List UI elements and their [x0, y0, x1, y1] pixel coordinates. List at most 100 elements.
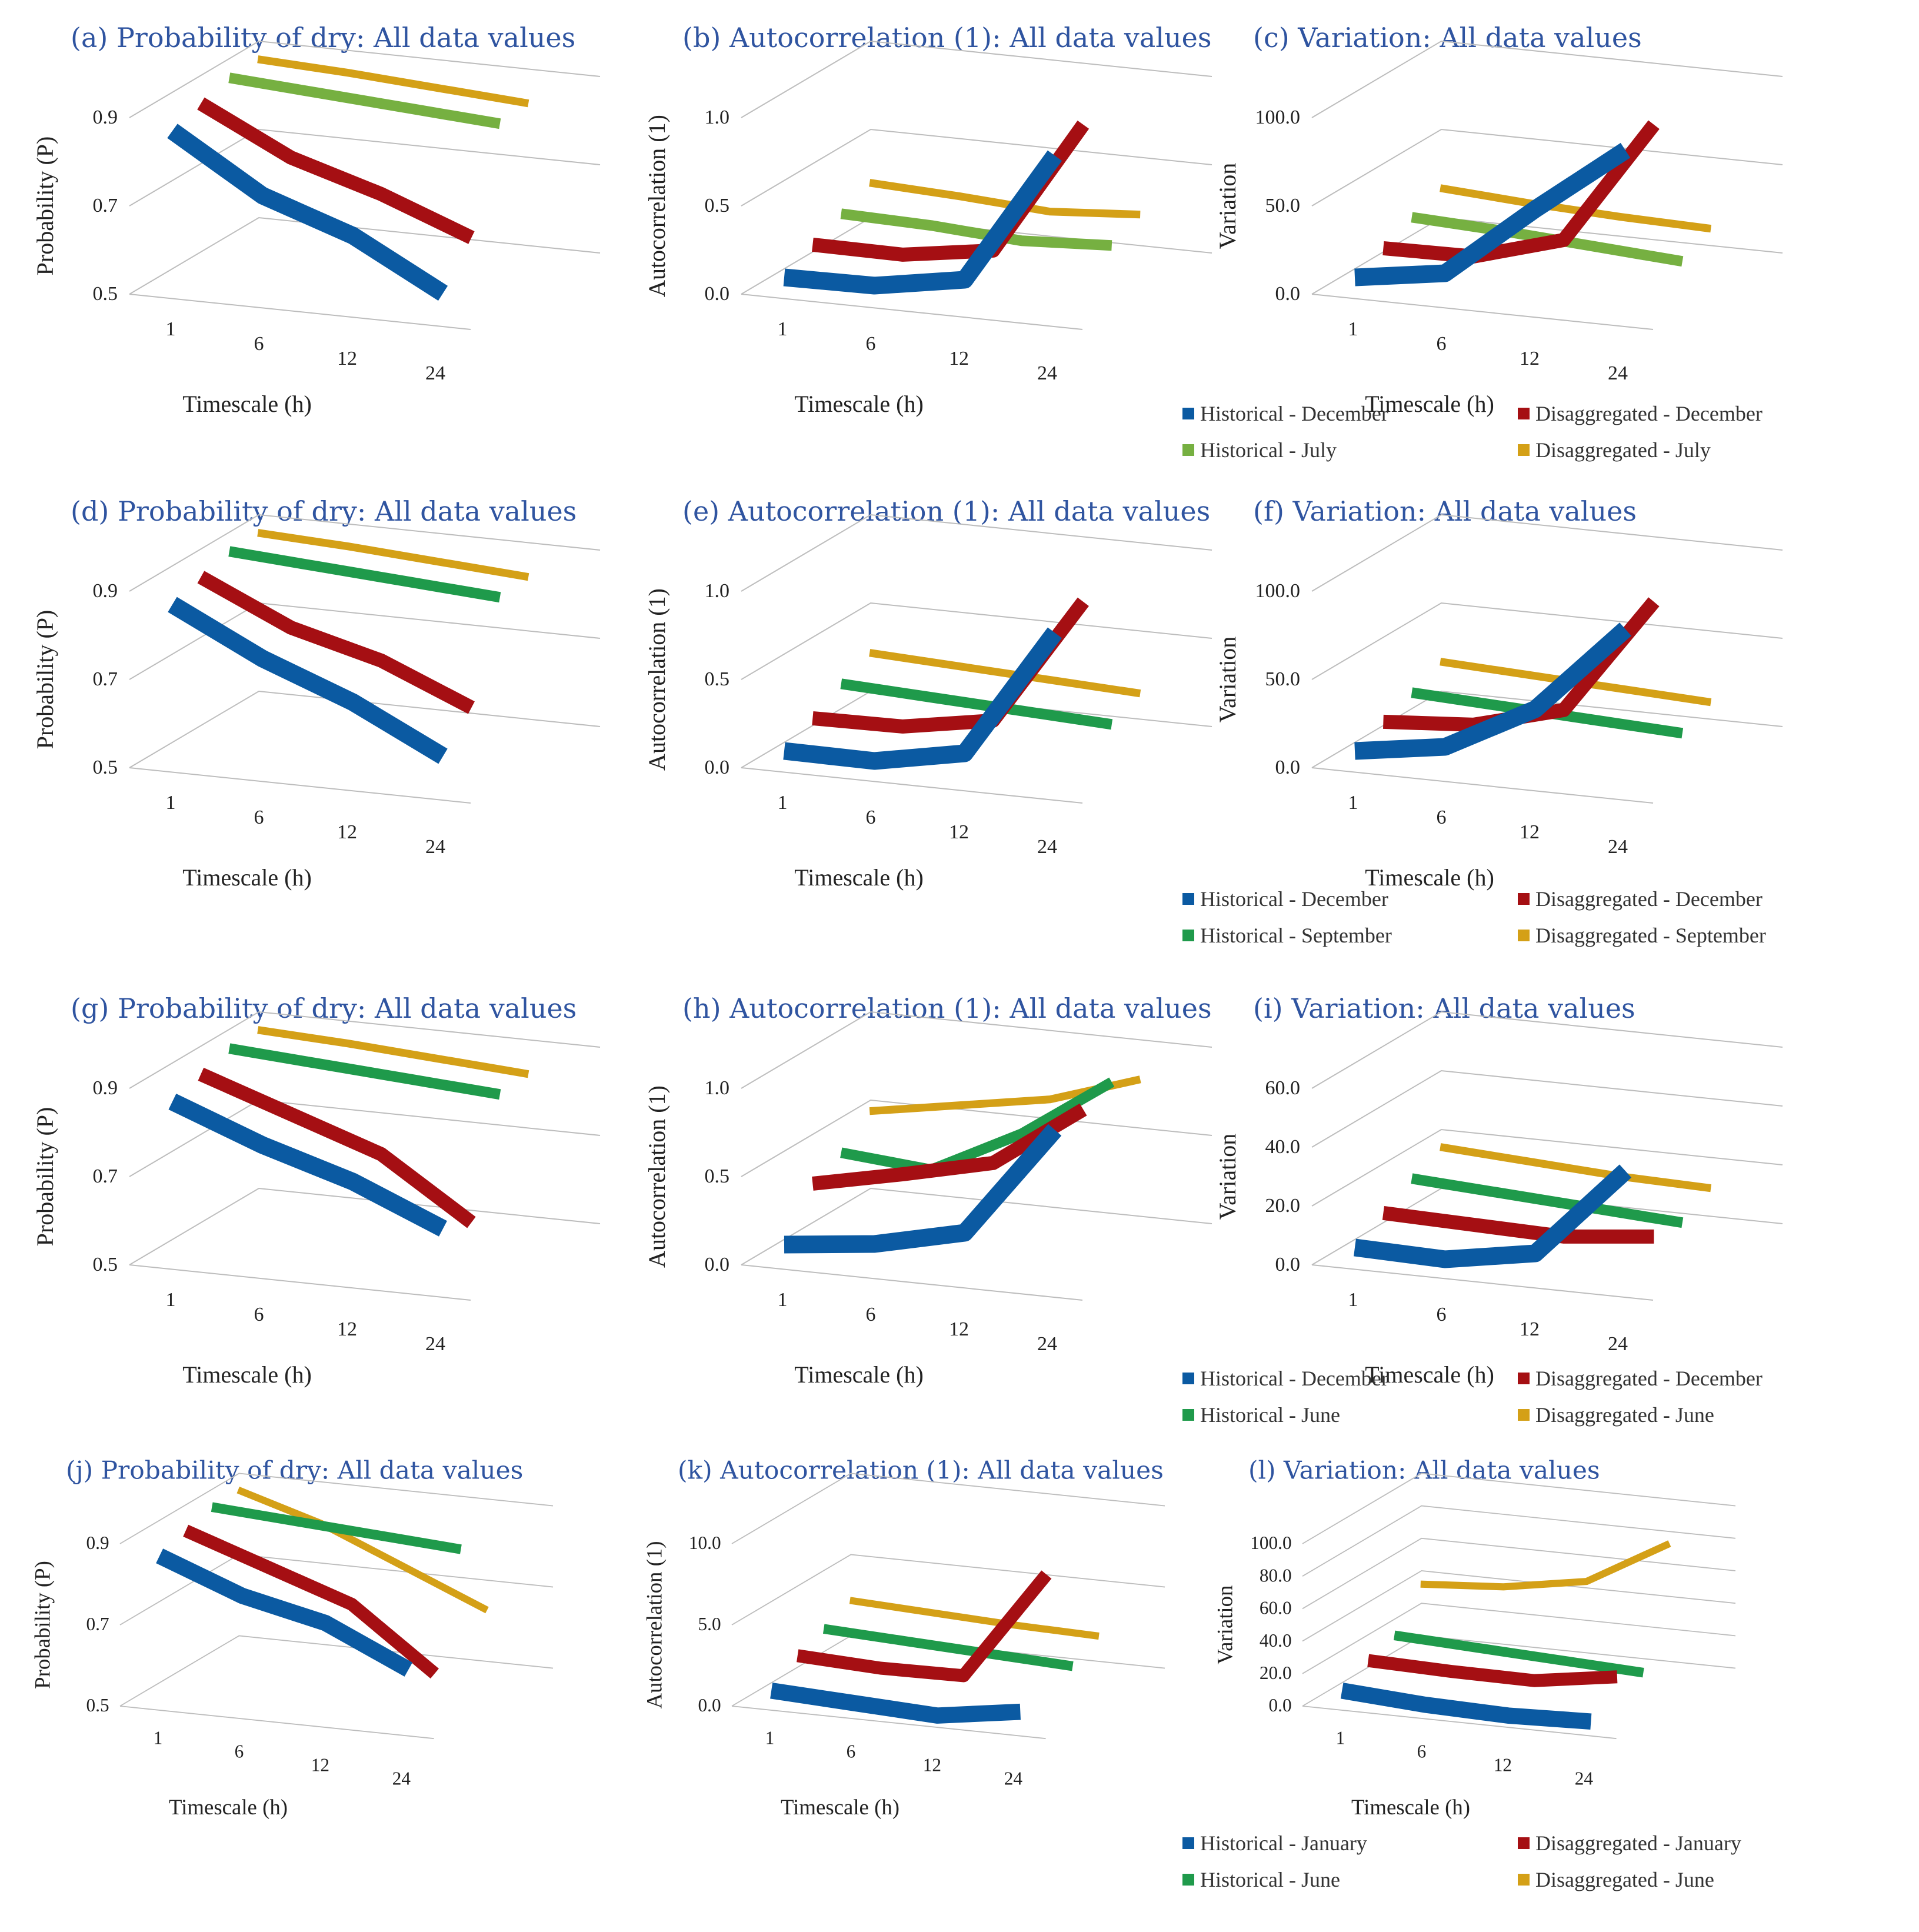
legend-label: Historical - January — [1200, 1831, 1367, 1855]
chart-j: (j) Probability of dry: All data values 0… — [30, 1456, 554, 1819]
x-tick-label: 6 — [866, 1304, 876, 1325]
legend-label: Historical - June — [1200, 1403, 1340, 1427]
x-tick-label: 1 — [778, 318, 788, 340]
x-tick-label: 1 — [154, 1727, 163, 1748]
gridline — [119, 1635, 554, 1707]
gridline — [1311, 40, 1783, 118]
series-line — [197, 97, 475, 244]
x-axis-label: Timescale (h) — [1365, 1361, 1494, 1388]
series-line — [1420, 1540, 1671, 1591]
gridline — [1311, 1011, 1783, 1089]
floor-edge — [1311, 1264, 1654, 1301]
x-axis-label: Timescale (h) — [182, 1361, 312, 1388]
gridline — [1302, 1473, 1736, 1544]
y-tick-label: 0.9 — [93, 106, 118, 128]
gridline — [1311, 128, 1783, 206]
series-line — [257, 55, 529, 108]
y-tick-label: 100.0 — [1255, 106, 1301, 128]
y-tick-label: 50.0 — [1265, 195, 1301, 216]
chart-title: (l) Variation: All data values — [1248, 1456, 1600, 1485]
x-tick-label: 6 — [1437, 1304, 1447, 1325]
x-tick-label: 12 — [1494, 1754, 1512, 1775]
x-tick-label: 12 — [337, 1318, 357, 1340]
y-axis-label: Probability (P) — [32, 610, 58, 750]
y-tick-label: 1.0 — [705, 580, 730, 602]
gridline — [741, 40, 1212, 118]
series-line — [783, 627, 1062, 770]
series-line — [1440, 1143, 1712, 1192]
y-tick-label: 0.0 — [1275, 1254, 1301, 1275]
x-tick-label: 12 — [1520, 348, 1540, 369]
y-tick-label: 1.0 — [705, 1077, 730, 1099]
y-tick-label: 0.0 — [1269, 1695, 1292, 1716]
x-tick-label: 12 — [949, 1318, 969, 1340]
x-tick-label: 12 — [1520, 821, 1540, 843]
series-line — [869, 649, 1141, 698]
x-tick-label: 12 — [337, 821, 357, 843]
series-line — [1440, 184, 1712, 233]
chart-a: (a) Probability of dry: All data values 0… — [32, 22, 601, 417]
x-axis-label: Timescale (h) — [794, 391, 924, 417]
x-tick-label: 1 — [778, 792, 788, 814]
x-tick-label: 6 — [254, 333, 264, 355]
x-tick-label: 24 — [1004, 1768, 1023, 1788]
x-tick-label: 6 — [1417, 1741, 1427, 1761]
x-tick-label: 6 — [866, 333, 876, 355]
y-tick-label: 100.0 — [1255, 580, 1301, 602]
chart-b: (b) Autocorrelation (1): All data values… — [644, 22, 1212, 417]
chart-l: (l) Variation: All data values 0.0 20.0 40.… — [1212, 1456, 1736, 1819]
y-tick-label: 80.0 — [1260, 1565, 1292, 1585]
series-line — [822, 1624, 1074, 1671]
chart-g: (g) Probability of dry: All data values 0… — [32, 992, 601, 1388]
legend-row-1: Historical - December Disaggregated - Dec… — [1182, 887, 1766, 947]
legend-label: Disaggregated - July — [1535, 438, 1711, 462]
y-tick-label: 20.0 — [1265, 1195, 1301, 1217]
gridline — [1302, 1505, 1736, 1577]
series-line — [228, 72, 501, 129]
y-tick-label: 0.5 — [705, 195, 730, 216]
chart-title: (a) Probability of dry: All data values — [71, 22, 575, 54]
x-tick-label: 1 — [1348, 1289, 1358, 1311]
x-tick-label: 1 — [1348, 792, 1358, 814]
y-tick-label: 0.5 — [705, 1165, 730, 1187]
legend-label: Historical - December — [1200, 887, 1388, 911]
gridline — [1311, 1128, 1783, 1207]
chart-title: (h) Autocorrelation (1): All data values — [682, 992, 1212, 1024]
floor-edge — [129, 767, 471, 804]
chart-title: (g) Probability of dry: All data values — [71, 992, 577, 1024]
series-line — [869, 179, 1141, 219]
series-line — [168, 1093, 447, 1237]
x-tick-label: 24 — [1608, 1333, 1628, 1355]
series-line — [236, 1487, 489, 1614]
chart-d: (d) Probability of dry: All data values 0… — [32, 495, 601, 891]
gridline — [1311, 514, 1783, 592]
legend-swatch — [1518, 1874, 1530, 1886]
x-tick-label: 24 — [1575, 1768, 1594, 1788]
gridline — [1311, 1070, 1783, 1148]
gridline — [731, 1473, 1165, 1544]
gridline — [129, 514, 601, 592]
legend-swatch — [1518, 1409, 1530, 1421]
x-axis-label: Timescale (h) — [1365, 864, 1494, 891]
gridline — [129, 128, 601, 206]
chart-title: (k) Autocorrelation (1): All data values — [678, 1456, 1164, 1485]
legend-label: Disaggregated - June — [1535, 1868, 1714, 1891]
gridline — [731, 1554, 1165, 1625]
x-tick-label: 1 — [166, 792, 176, 814]
y-tick-label: 0.0 — [705, 283, 730, 305]
legend-swatch — [1518, 1837, 1530, 1849]
floor-edge — [731, 1706, 1046, 1740]
y-tick-label: 10.0 — [689, 1533, 721, 1553]
series-line — [1382, 1206, 1654, 1244]
x-tick-label: 1 — [1336, 1727, 1345, 1748]
y-tick-label: 0.7 — [86, 1614, 109, 1634]
series-line — [228, 546, 501, 603]
y-tick-label: 40.0 — [1260, 1630, 1292, 1651]
y-tick-label: 0.7 — [93, 1165, 118, 1187]
gridline — [741, 1011, 1212, 1089]
x-tick-label: 24 — [425, 836, 445, 858]
floor-edge — [741, 767, 1083, 804]
series-line — [840, 208, 1112, 251]
legend-swatch — [1518, 893, 1530, 905]
legend-label: Historical - July — [1200, 438, 1337, 462]
